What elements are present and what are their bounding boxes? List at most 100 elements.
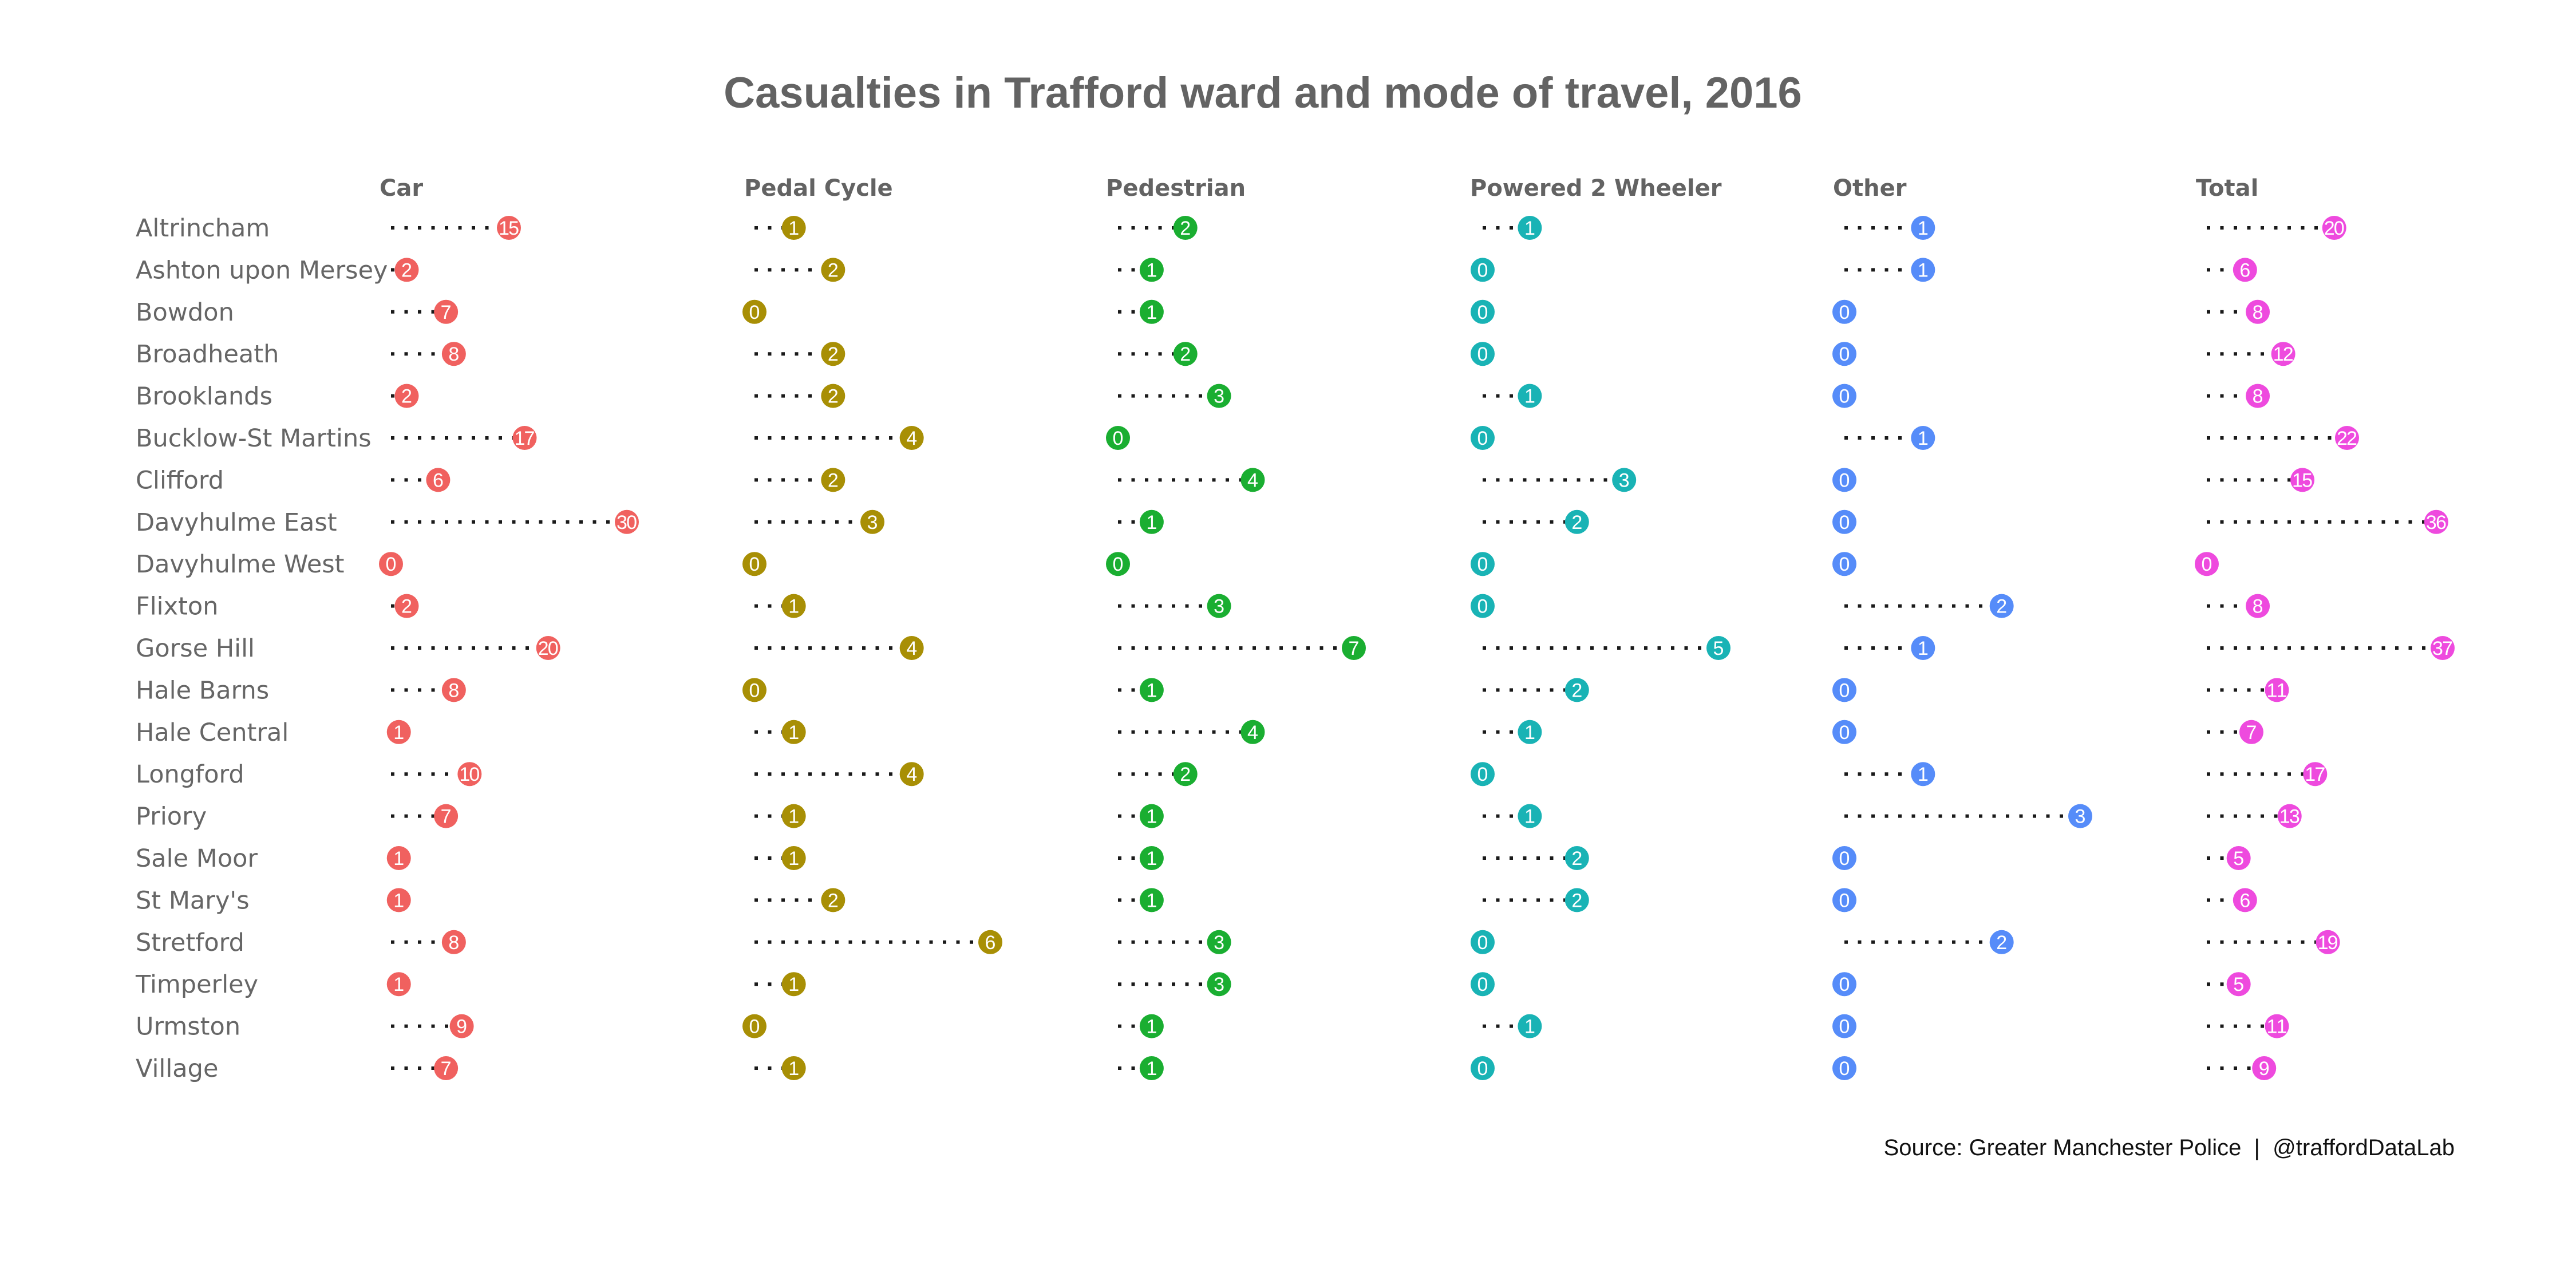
value-marker bbox=[1518, 1014, 1542, 1038]
value-marker bbox=[457, 762, 482, 787]
ward-label: Brooklands bbox=[136, 382, 272, 411]
ward-label: Urmston bbox=[136, 1013, 240, 1041]
value-label: 3 bbox=[1214, 974, 1224, 995]
source-caption: Source: Greater Manchester Police | @tra… bbox=[1884, 1135, 2455, 1160]
value-marker bbox=[1832, 678, 1856, 702]
value-label: 2 bbox=[1571, 890, 1582, 911]
value-label: 1 bbox=[1146, 1016, 1157, 1038]
value-marker bbox=[1832, 468, 1856, 492]
panel-header: Pedal Cycle bbox=[744, 175, 893, 202]
value-marker bbox=[449, 1014, 474, 1038]
value-marker bbox=[441, 678, 466, 702]
value-marker bbox=[379, 552, 403, 576]
value-marker bbox=[781, 972, 806, 997]
value-label: 8 bbox=[2253, 596, 2263, 618]
value-label: 5 bbox=[2233, 848, 2244, 870]
value-marker bbox=[512, 426, 537, 450]
value-label: 2 bbox=[828, 386, 839, 408]
ward-label: Gorse Hill bbox=[136, 634, 255, 663]
value-marker bbox=[821, 384, 846, 408]
value-label: 2 bbox=[1571, 679, 1582, 701]
value-label: 0 bbox=[1113, 554, 1124, 575]
value-label: 1 bbox=[788, 974, 799, 995]
value-marker bbox=[1139, 804, 1164, 828]
value-marker bbox=[1832, 720, 1856, 744]
value-label: 3 bbox=[1619, 469, 1630, 491]
ward-label: Village bbox=[136, 1054, 218, 1083]
value-marker bbox=[1911, 426, 1935, 450]
value-label: 1 bbox=[788, 218, 799, 239]
value-label: 1 bbox=[1524, 1016, 1535, 1038]
value-marker bbox=[615, 509, 639, 534]
panel-header: Powered 2 Wheeler bbox=[1470, 175, 1722, 202]
value-marker bbox=[394, 594, 419, 618]
value-marker bbox=[1911, 216, 1935, 240]
value-marker bbox=[742, 552, 767, 576]
value-marker bbox=[497, 216, 521, 240]
value-marker bbox=[1706, 636, 1730, 660]
value-label: 6 bbox=[2239, 259, 2250, 281]
value-marker bbox=[1471, 552, 1495, 576]
value-label: 2 bbox=[1571, 512, 1582, 534]
value-marker bbox=[434, 299, 459, 324]
value-label: 1 bbox=[1146, 1058, 1157, 1080]
value-label: 1 bbox=[1146, 302, 1157, 323]
value-marker bbox=[426, 468, 451, 492]
value-label: 2 bbox=[828, 890, 839, 911]
value-marker bbox=[1471, 426, 1495, 450]
value-label: 6 bbox=[433, 469, 444, 491]
value-marker bbox=[1173, 216, 1198, 240]
value-marker bbox=[536, 636, 560, 660]
value-marker bbox=[1832, 972, 1856, 997]
value-marker bbox=[821, 888, 846, 912]
value-marker bbox=[742, 299, 767, 324]
value-label: 8 bbox=[448, 932, 459, 954]
value-label: 0 bbox=[1477, 974, 1488, 995]
value-label: 3 bbox=[1214, 932, 1224, 954]
value-label: 1 bbox=[1146, 848, 1157, 870]
value-label: 0 bbox=[1839, 679, 1850, 701]
value-label: 7 bbox=[441, 302, 452, 323]
ward-label: Davyhulme West bbox=[136, 550, 345, 579]
value-label: 4 bbox=[1247, 722, 1258, 744]
value-label: 1 bbox=[788, 722, 799, 744]
value-marker bbox=[899, 636, 924, 660]
panel-powered-2-wheeler: Powered 2 Wheeler 1 0 0 0 1 0 3 2 0 0 5 2 1 0 1 2 2 0 0 1 0 bbox=[1470, 175, 1730, 1080]
value-label: 15 bbox=[499, 218, 519, 239]
value-label: 1 bbox=[393, 848, 404, 870]
value-label: 0 bbox=[1839, 302, 1850, 323]
value-marker bbox=[1139, 678, 1164, 702]
value-marker bbox=[821, 468, 846, 492]
value-label: 0 bbox=[386, 554, 397, 575]
value-label: 0 bbox=[1839, 554, 1850, 575]
value-label: 5 bbox=[2233, 974, 2244, 995]
value-label: 1 bbox=[393, 722, 404, 744]
value-marker bbox=[781, 804, 806, 828]
value-marker bbox=[1471, 258, 1495, 282]
value-label: 4 bbox=[1247, 469, 1258, 491]
value-label: 0 bbox=[1477, 596, 1488, 618]
value-marker bbox=[1832, 552, 1856, 576]
value-marker bbox=[1612, 468, 1637, 492]
chart-title: Casualties in Trafford ward and mode of … bbox=[724, 69, 1802, 117]
value-label: 1 bbox=[788, 596, 799, 618]
value-label: 2 bbox=[1180, 343, 1191, 365]
value-marker bbox=[821, 258, 846, 282]
value-label: 1 bbox=[1918, 428, 1929, 449]
value-marker bbox=[2239, 720, 2263, 744]
value-label: 0 bbox=[749, 554, 760, 575]
value-marker bbox=[2334, 426, 2359, 450]
value-marker bbox=[1832, 1056, 1856, 1080]
value-label: 0 bbox=[1839, 386, 1850, 408]
value-marker bbox=[434, 1056, 459, 1080]
value-label: 1 bbox=[1918, 764, 1929, 785]
value-marker bbox=[386, 846, 411, 870]
value-label: 0 bbox=[749, 1016, 760, 1038]
value-marker bbox=[1139, 888, 1164, 912]
ward-label: Ashton upon Mersey bbox=[136, 256, 388, 285]
value-marker bbox=[1471, 342, 1495, 366]
value-label: 17 bbox=[514, 428, 535, 449]
value-marker bbox=[899, 426, 924, 450]
ward-label: Altrincham bbox=[136, 214, 270, 243]
